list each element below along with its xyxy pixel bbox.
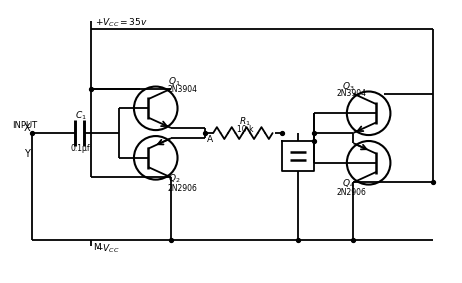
Text: $+ V_{CC}= 35v$: $+ V_{CC}= 35v$: [95, 16, 148, 29]
Text: $Q_4$: $Q_4$: [342, 177, 355, 190]
Text: Y: Y: [24, 149, 30, 159]
Text: 0.1μf: 0.1μf: [71, 144, 90, 153]
Text: $Q_2$: $Q_2$: [168, 173, 180, 185]
Text: INPUT: INPUT: [12, 121, 37, 130]
Text: $Q_3$: $Q_3$: [342, 81, 355, 93]
Text: A: A: [207, 135, 213, 144]
Text: $R_1$: $R_1$: [239, 115, 251, 128]
Text: M: M: [93, 243, 101, 252]
Text: 2N3904: 2N3904: [337, 89, 367, 98]
Text: $C_1$: $C_1$: [74, 109, 86, 122]
Text: $Q_1$: $Q_1$: [168, 76, 180, 88]
Text: 10 k: 10 k: [237, 125, 253, 134]
Text: $- V_{CC}$: $- V_{CC}$: [95, 243, 120, 255]
Text: 2N3904: 2N3904: [168, 85, 198, 95]
Text: X: X: [24, 123, 30, 133]
Text: 2N2906: 2N2906: [168, 183, 198, 192]
Text: 2N2906: 2N2906: [337, 188, 367, 198]
